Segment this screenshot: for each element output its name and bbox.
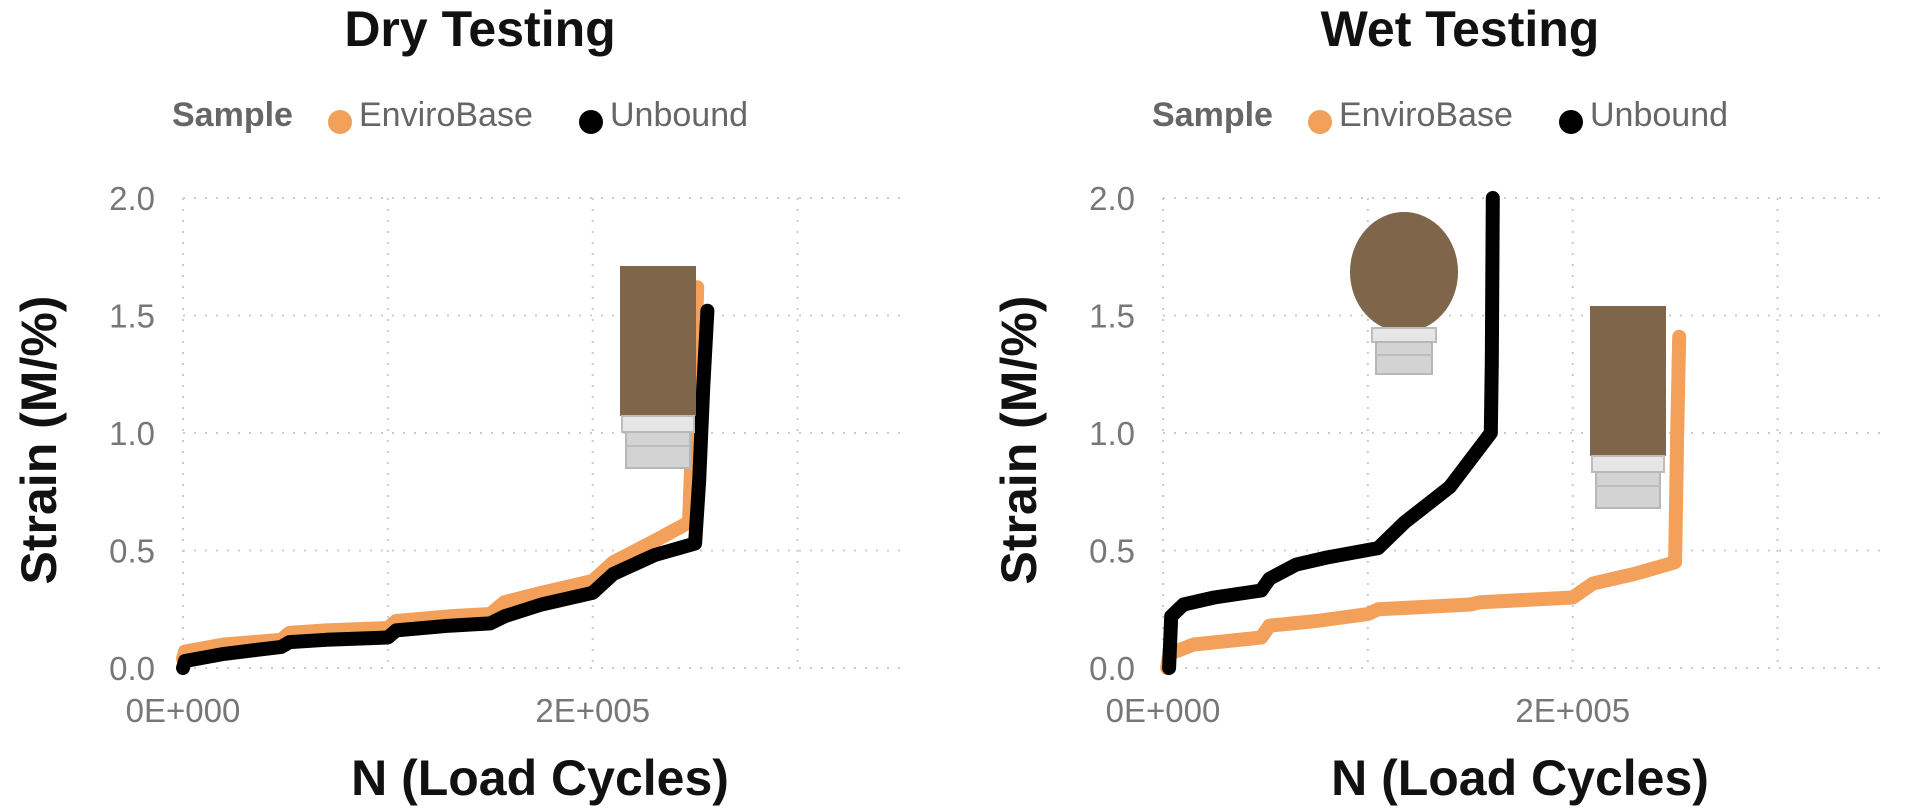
legend: Sample EnviroBase Unbound [1152, 96, 1728, 134]
x-axis-label: N (Load Cycles) [1331, 750, 1709, 806]
legend-marker-envirobase [328, 110, 352, 134]
failed-bulging-sample-icon [1350, 212, 1458, 375]
wet-testing-panel: Wet Testing Sample EnviroBase Unbound 0.… [980, 0, 1920, 807]
y-tick-label: 0.5 [1089, 533, 1135, 570]
plot-area: 0.0 0.5 1.0 1.5 2.0 0E+000 2E+005 [1089, 180, 1880, 729]
legend-title: Sample [172, 96, 293, 134]
x-axis-label: N (Load Cycles) [351, 750, 729, 806]
legend-label-envirobase: EnviroBase [359, 96, 533, 134]
y-tick-label: 0.0 [109, 650, 155, 687]
legend-marker-unbound [1559, 110, 1583, 134]
x-tick-label: 0E+000 [126, 692, 241, 729]
dry-testing-panel: Dry Testing Sample EnviroBase Unbound 0.… [0, 0, 960, 807]
chart-title: Wet Testing [1321, 1, 1600, 57]
plot-area: 0.0 0.5 1.0 1.5 2.0 0E+000 2E+005 [109, 180, 900, 729]
legend: Sample EnviroBase Unbound [172, 96, 748, 134]
legend-marker-envirobase [1308, 110, 1332, 134]
x-tick-label: 2E+005 [535, 692, 650, 729]
y-tick-label: 0.5 [109, 533, 155, 570]
y-tick-label: 1.0 [109, 415, 155, 452]
wet-testing-chart: Wet Testing Sample EnviroBase Unbound 0.… [991, 1, 1880, 806]
legend-label-unbound: Unbound [610, 96, 748, 134]
chart-title: Dry Testing [344, 1, 615, 57]
x-tick-label: 0E+000 [1106, 692, 1221, 729]
legend-label-envirobase: EnviroBase [1339, 96, 1513, 134]
y-tick-label: 1.0 [1089, 415, 1135, 452]
y-tick-label: 1.5 [1089, 298, 1135, 335]
intact-cylinder-sample-icon [1590, 306, 1666, 509]
series-line-envirobase [1160, 329, 1687, 675]
x-tick-label: 2E+005 [1515, 692, 1630, 729]
y-tick-label: 0.0 [1089, 650, 1135, 687]
y-tick-label: 1.5 [109, 298, 155, 335]
legend-marker-unbound [579, 110, 603, 134]
y-tick-label: 2.0 [109, 180, 155, 217]
intact-cylinder-sample-icon [620, 266, 696, 469]
series-line-unbound [176, 303, 715, 675]
y-tick-label: 2.0 [1089, 180, 1135, 217]
legend-title: Sample [1152, 96, 1273, 134]
y-axis-label: Strain (M/%) [991, 296, 1047, 585]
legend-label-unbound: Unbound [1590, 96, 1728, 134]
series-line-envirobase [176, 280, 705, 666]
y-axis-label: Strain (M/%) [11, 296, 67, 585]
series-line-unbound [1162, 191, 1500, 675]
dry-testing-chart: Dry Testing Sample EnviroBase Unbound 0.… [11, 1, 900, 806]
